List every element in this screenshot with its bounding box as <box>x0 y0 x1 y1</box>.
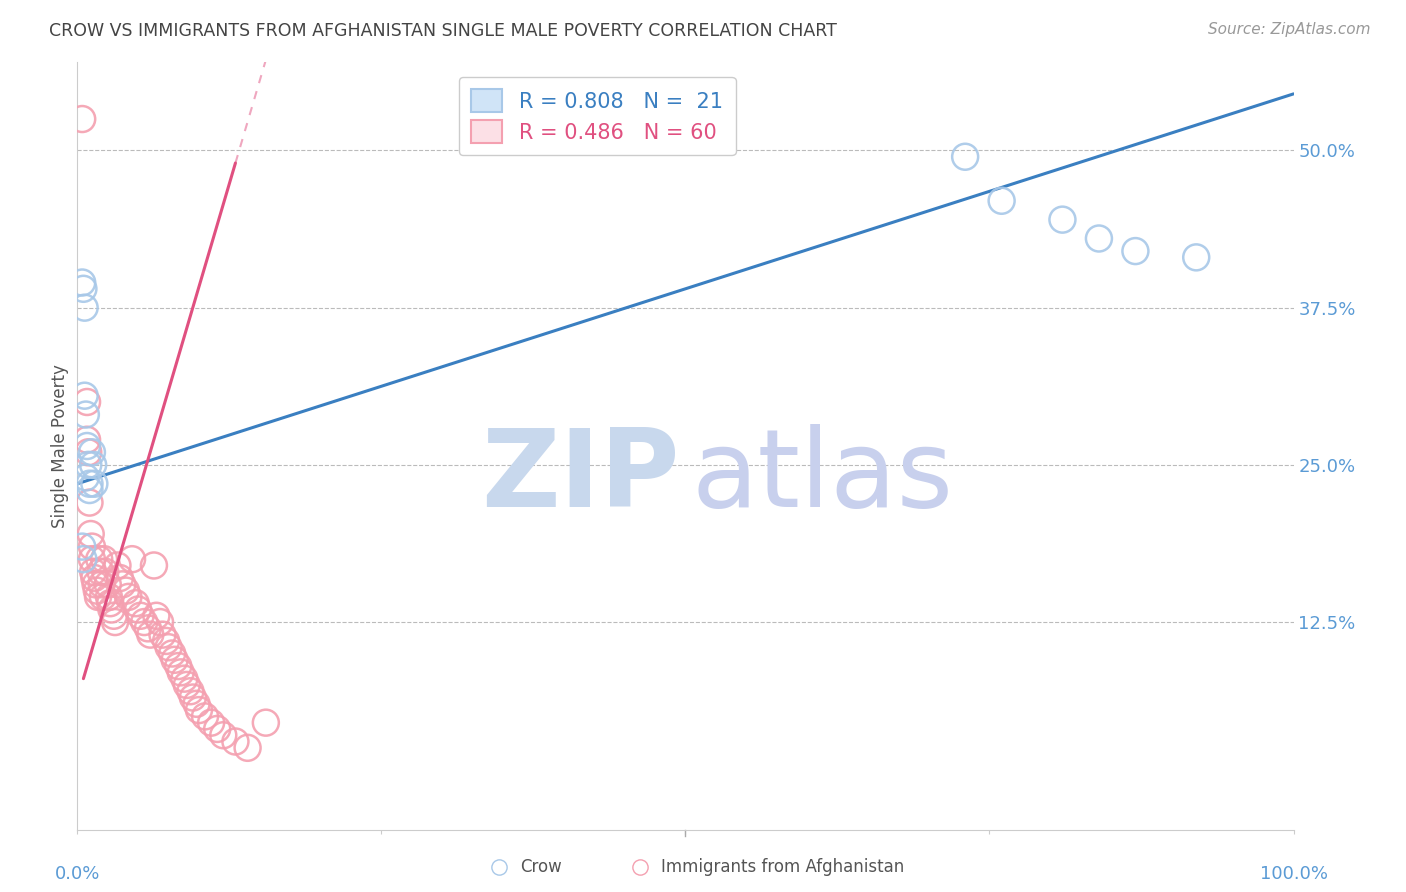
Point <box>79 476 101 491</box>
Point <box>1052 212 1074 227</box>
Point <box>134 615 156 629</box>
Point <box>97 577 120 591</box>
Point <box>142 558 165 573</box>
Text: 0.0%: 0.0% <box>55 864 100 883</box>
Point <box>145 608 167 623</box>
Point <box>89 552 111 566</box>
Point <box>70 276 93 290</box>
Point <box>194 709 217 723</box>
Point <box>70 112 93 126</box>
Point <box>76 433 98 447</box>
Point <box>163 653 186 667</box>
Point <box>93 552 115 566</box>
Point <box>115 583 138 598</box>
Point <box>200 715 222 730</box>
Text: 100.0%: 100.0% <box>1260 864 1327 883</box>
Point <box>136 621 159 635</box>
Point <box>1088 231 1111 245</box>
Point <box>75 470 97 484</box>
Point <box>73 301 96 315</box>
Point <box>127 602 149 616</box>
Text: Crow: Crow <box>520 858 562 876</box>
Point <box>990 194 1012 208</box>
Point <box>157 640 180 655</box>
Point <box>80 445 103 459</box>
Point <box>139 627 162 641</box>
Point <box>72 282 94 296</box>
Point <box>87 590 110 604</box>
Point <box>89 565 111 579</box>
Point <box>149 615 172 629</box>
Point <box>84 577 107 591</box>
Point <box>77 445 100 459</box>
Point <box>1185 251 1208 265</box>
Legend: R = 0.808   N =  21, R = 0.486   N = 60: R = 0.808 N = 21, R = 0.486 N = 60 <box>458 77 735 155</box>
Point <box>82 565 104 579</box>
Point <box>90 577 112 591</box>
Point <box>98 596 121 610</box>
Point <box>77 458 100 472</box>
Point <box>80 552 103 566</box>
Point <box>83 476 105 491</box>
Point <box>72 552 94 566</box>
Point <box>170 665 193 680</box>
Point <box>212 728 235 742</box>
Point <box>152 627 174 641</box>
Point <box>97 590 120 604</box>
Point <box>224 734 246 748</box>
Point <box>80 527 103 541</box>
Point <box>117 590 139 604</box>
Point <box>70 540 93 554</box>
Text: ZIP: ZIP <box>481 424 679 530</box>
Point <box>254 715 277 730</box>
Point <box>108 571 131 585</box>
Point <box>82 458 104 472</box>
Point <box>179 684 201 698</box>
Point <box>103 608 125 623</box>
Text: CROW VS IMMIGRANTS FROM AFGHANISTAN SINGLE MALE POVERTY CORRELATION CHART: CROW VS IMMIGRANTS FROM AFGHANISTAN SING… <box>49 22 837 40</box>
Point <box>125 596 148 610</box>
Point <box>86 583 108 598</box>
Point <box>79 483 101 497</box>
Point <box>111 577 134 591</box>
Point <box>76 395 98 409</box>
Point <box>94 565 117 579</box>
Point <box>160 647 183 661</box>
Point <box>100 602 122 616</box>
Text: atlas: atlas <box>692 424 953 530</box>
Y-axis label: Single Male Poverty: Single Male Poverty <box>51 364 69 528</box>
Point <box>121 552 143 566</box>
Text: Immigrants from Afghanistan: Immigrants from Afghanistan <box>661 858 904 876</box>
Point <box>155 634 177 648</box>
Point <box>953 150 976 164</box>
Point <box>188 703 211 717</box>
Point <box>76 439 98 453</box>
Point <box>1125 244 1147 258</box>
Point <box>181 690 204 705</box>
Point <box>205 722 228 736</box>
Text: Source: ZipAtlas.com: Source: ZipAtlas.com <box>1208 22 1371 37</box>
Point <box>173 672 195 686</box>
Point <box>73 389 96 403</box>
Point <box>167 659 190 673</box>
Point <box>75 408 97 422</box>
Point <box>129 608 152 623</box>
Point <box>104 615 127 629</box>
Point <box>79 495 101 509</box>
Point <box>176 678 198 692</box>
Point <box>107 558 129 573</box>
Point <box>83 571 105 585</box>
Point <box>80 540 103 554</box>
Point <box>236 740 259 755</box>
Point <box>91 590 114 604</box>
Point <box>186 697 208 711</box>
